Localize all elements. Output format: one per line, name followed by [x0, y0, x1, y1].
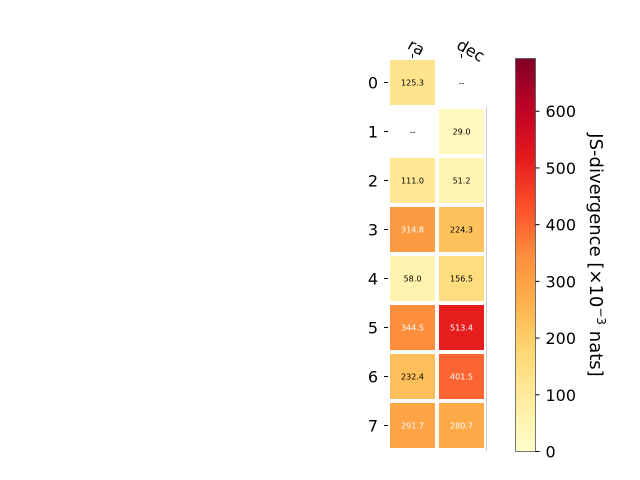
colorbar-tick-label: 400 [546, 216, 577, 235]
y-tick-label: 4 [368, 270, 378, 289]
x-tick-label: ra [405, 35, 429, 60]
cell-value-label: 344.5 [401, 324, 424, 333]
heatmap-cell [390, 158, 435, 203]
colorbar-tick-label: 0 [546, 443, 556, 462]
y-tick-label: 3 [368, 221, 378, 240]
colorbar-tick-label: 500 [546, 159, 577, 178]
cell-value-label: 314.8 [401, 226, 424, 235]
y-tick-label: 1 [368, 123, 378, 142]
heatmap-cell [390, 354, 435, 399]
cell-value-label: 156.5 [450, 275, 473, 284]
heatmap-cell [439, 354, 484, 399]
y-tick-label: 5 [368, 319, 378, 338]
y-axis-ticks: 0 1 2 3 4 5 6 7 [368, 74, 388, 436]
colorbar: 0 100 200 300 400 500 600 JS-divergence [×10−3… [515, 58, 608, 462]
cell-value-label: 291.7 [401, 422, 424, 431]
colorbar-label-main: JS-divergence [×10 [585, 132, 606, 307]
heatmap-cell [439, 158, 484, 203]
cell-value-label: 51.2 [453, 177, 471, 186]
cell-value-label: 111.0 [401, 177, 424, 186]
heatmap-cell [390, 403, 435, 448]
colorbar-tick-label: 200 [546, 329, 577, 348]
y-tick-label: 2 [368, 172, 378, 191]
heatmap-cell [390, 256, 435, 301]
cell-value-label: 29.0 [453, 128, 471, 137]
cell-value-label: -- [459, 79, 465, 88]
cell-value-label: 125.3 [401, 79, 424, 88]
colorbar-label: JS-divergence [×10−3 nats] [585, 132, 608, 376]
colorbar-label-unit: nats] [585, 325, 606, 377]
cell-value-label: 224.3 [450, 226, 473, 235]
cell-value-label: 513.4 [450, 324, 473, 333]
y-tick-label: 0 [368, 74, 378, 93]
heatmap-cell [439, 403, 484, 448]
colorbar-gradient [515, 58, 536, 452]
cell-value-label: 280.7 [450, 422, 473, 431]
y-tick-label: 6 [368, 368, 378, 387]
cell-value-label: 58.0 [404, 275, 422, 284]
colorbar-label-exponent: −3 [594, 307, 608, 325]
heatmap-cell [390, 305, 435, 350]
colorbar-tick-label: 600 [546, 102, 577, 121]
cell-value-label: -- [410, 128, 416, 137]
heatmap-cell [390, 207, 435, 252]
y-tick-label: 7 [368, 417, 378, 436]
heatmap-cell [439, 305, 484, 350]
cell-value-label: 232.4 [401, 373, 424, 382]
heatmap-cell [439, 109, 484, 154]
colorbar-ticks: 0 100 200 300 400 500 600 [535, 102, 577, 462]
heatmap-cells: 125.3 -- -- 29.0 111.0 51.2 314.8 224.3 58.0 156.… [390, 60, 487, 451]
heatmap-cell [439, 256, 484, 301]
x-tick-label: dec [454, 35, 488, 66]
colorbar-tick-label: 300 [546, 272, 577, 291]
heatmap-cell [390, 60, 435, 105]
heatmap-cell [439, 207, 484, 252]
cell-value-label: 401.5 [450, 373, 473, 382]
colorbar-tick-label: 100 [546, 386, 577, 405]
